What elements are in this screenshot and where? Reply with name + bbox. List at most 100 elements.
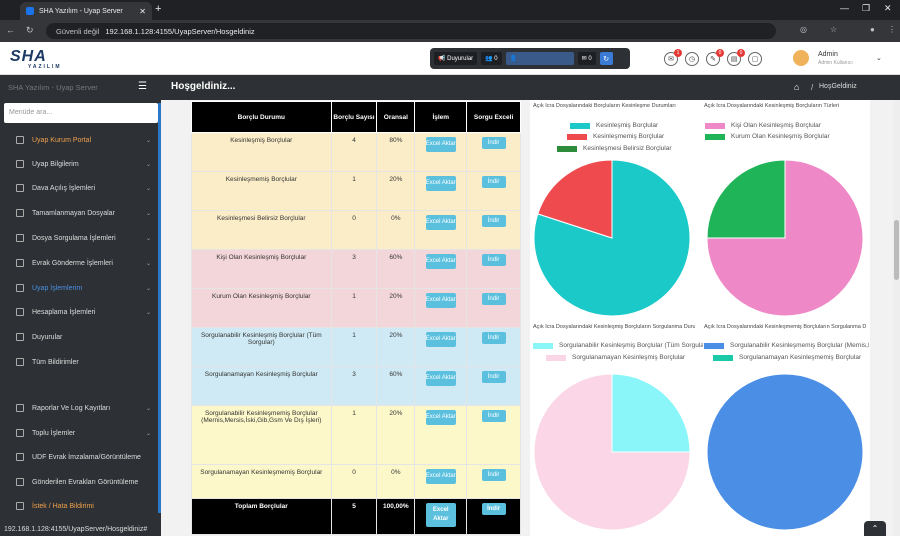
tab-title: SHA Yazılım - Uyap Server: [39, 7, 123, 15]
clock-icon[interactable]: ◷: [685, 52, 699, 66]
sidebar-item[interactable]: İstek / Hata Bildirimi: [16, 499, 151, 513]
download-button[interactable]: İndir: [481, 503, 506, 515]
pie-slice[interactable]: [611, 373, 691, 453]
sidebar-search-input[interactable]: Menüde ara...: [4, 103, 158, 123]
table-row: Sorgulanamayan Kesinleşmiş Borçlular 3 60%…: [191, 366, 521, 406]
users-count-button[interactable]: 👥 0: [481, 52, 502, 65]
download-button[interactable]: İndir: [481, 332, 506, 344]
legend-item[interactable]: Kesinleşmesi Belirsiz Borçlular: [557, 145, 672, 152]
url-text[interactable]: 192.168.1.128:4155/UyapServer/Hosgeldini…: [105, 26, 255, 36]
sidebar-item[interactable]: Hesaplama İşlemleri ⌄: [16, 305, 151, 319]
avatar[interactable]: [793, 50, 809, 66]
page-scrollbar-thumb[interactable]: [894, 220, 899, 280]
sidebar-item[interactable]: Duyurular: [16, 330, 151, 344]
announcements-button[interactable]: 📢 Duyurular: [434, 52, 478, 65]
excel-export-button[interactable]: Excel Aktar: [425, 137, 456, 152]
total-row: Toplam Borçlular 5 100,00% Excel Aktar İndir: [191, 498, 521, 535]
excel-export-button[interactable]: Excel Aktar: [425, 293, 456, 308]
home-icon[interactable]: ⌂: [794, 82, 800, 92]
document-icon[interactable]: ▢: [748, 52, 762, 66]
excel-export-button[interactable]: Excel Aktar: [425, 469, 456, 484]
close-tab-icon[interactable]: ✕: [139, 6, 146, 16]
hamburger-icon[interactable]: ☰: [138, 81, 147, 92]
sidebar-item[interactable]: UDF Evrak İmzalama/Görüntüleme: [16, 450, 151, 464]
sidebar-item[interactable]: Dava Açılış İşlemleri ⌄: [16, 181, 151, 195]
minimize-icon[interactable]: —: [840, 3, 849, 13]
browser-tab[interactable]: SHA Yazılım - Uyap Server ✕: [20, 2, 152, 20]
menu-dots-icon[interactable]: ⋮: [888, 25, 896, 34]
sidebar-item-label: Tamamlanmayan Dosyalar: [32, 209, 115, 217]
sidebar-item[interactable]: Uyap Bilgilerim ⌄: [16, 157, 151, 171]
pie-slice[interactable]: [533, 373, 691, 531]
download-button[interactable]: İndir: [481, 371, 506, 383]
scroll-to-top-button[interactable]: ⌃: [864, 521, 886, 536]
user-name[interactable]: Admin: [818, 51, 838, 58]
address-bar[interactable]: Güvenli değil 192.168.1.128:4155/UyapSer…: [46, 23, 776, 39]
user-select-button[interactable]: 👤: [505, 52, 574, 65]
download-button[interactable]: İndir: [481, 176, 506, 188]
sidebar-item[interactable]: Tamamlanmayan Dosyalar ⌄: [16, 206, 151, 220]
page-scrollbar[interactable]: [893, 100, 900, 536]
download-button[interactable]: İndir: [481, 469, 506, 481]
not-secure-label[interactable]: Güvenli değil: [56, 26, 100, 36]
excel-export-button[interactable]: Excel Aktar: [425, 503, 456, 527]
download-button[interactable]: İndir: [481, 215, 506, 227]
inbox-count-button[interactable]: ✉ 0: [577, 52, 596, 65]
back-icon[interactable]: ←: [6, 25, 15, 35]
sidebar-scrollbar[interactable]: [158, 103, 161, 513]
sidebar-item[interactable]: Uyap Kurum Portal ⌄: [16, 133, 151, 147]
mail-icon[interactable]: ✉: [664, 52, 678, 66]
calendar-icon[interactable]: ▤: [727, 52, 741, 66]
legend-item[interactable]: Sorgulanamayan Kesinleşmiş Borçlular: [546, 354, 685, 361]
extension-icon[interactable]: ◎: [800, 25, 807, 34]
pie-slice[interactable]: [706, 373, 864, 531]
chart-title: Açık İcra Dosyalarındaki Kesinleşmiş Bor…: [704, 103, 839, 109]
excel-export-button[interactable]: Excel Aktar: [425, 332, 456, 347]
excel-export-button[interactable]: Excel Aktar: [425, 410, 456, 425]
inbox-count: 0: [588, 55, 592, 62]
chevron-down-icon[interactable]: ⌄: [876, 55, 882, 62]
status-cell: Sorgulanamayan Kesinleşmemiş Borçlular: [191, 464, 332, 499]
download-button[interactable]: İndir: [481, 293, 506, 305]
menu-item-icon: [16, 404, 24, 412]
menu-item-icon: [16, 358, 24, 366]
legend-item[interactable]: Kişi Olan Kesinleşmiş Borçlular: [705, 122, 821, 129]
profile-icon[interactable]: ●: [870, 25, 875, 34]
excel-export-button[interactable]: Excel Aktar: [425, 371, 456, 386]
pie-slice[interactable]: [706, 159, 786, 239]
sidebar-item[interactable]: Gönderilen Evrakları Görüntüleme: [16, 475, 151, 489]
legend-item[interactable]: Sorgulanabilir Kesinleşmemiş Borçlular (…: [704, 342, 869, 349]
legend-item[interactable]: Sorgulanabilir Kesinleşmiş Borçlular (Tü…: [533, 342, 703, 349]
sidebar-item[interactable]: Dosya Sorgulama İşlemleri ⌄: [16, 231, 151, 245]
reload-icon[interactable]: ↻: [26, 25, 34, 35]
sha-logo[interactable]: SHA YAZILIM: [10, 48, 62, 70]
note-icon[interactable]: ✎: [706, 52, 720, 66]
download-button[interactable]: İndir: [481, 410, 506, 422]
excel-export-button[interactable]: Excel Aktar: [425, 215, 456, 230]
menu-item-icon: [16, 259, 24, 267]
sidebar-item-label: Uyap İşlemlerim: [32, 284, 83, 292]
sidebar-item[interactable]: Toplu İşlemler ⌄: [16, 426, 151, 440]
excel-export-button[interactable]: Excel Aktar: [425, 176, 456, 191]
legend-item[interactable]: Kesinleşmiş Borçlular: [570, 122, 658, 129]
refresh-button[interactable]: ↻: [599, 52, 613, 65]
pie-slice[interactable]: [537, 159, 613, 239]
legend-item[interactable]: Sorgulanamayan Kesinleşmemiş Borçlular: [713, 354, 861, 361]
download-button[interactable]: İndir: [481, 137, 506, 149]
maximize-icon[interactable]: ❐: [862, 3, 871, 13]
sidebar-item[interactable]: Evrak Gönderme İşlemleri ⌄: [16, 256, 151, 270]
sidebar-item[interactable]: Tüm Bildirimler: [16, 355, 151, 369]
close-window-icon[interactable]: ✕: [884, 3, 892, 13]
legend-item[interactable]: Kesinleşmemiş Borçlular: [567, 133, 664, 140]
legend-swatch: [704, 342, 724, 349]
breadcrumb[interactable]: HoşGeldiniz: [819, 83, 857, 90]
bookmark-star-icon[interactable]: ☆: [830, 25, 838, 34]
sidebar-item[interactable]: Uyap İşlemlerim ⌄: [16, 281, 151, 295]
new-tab-button[interactable]: +: [155, 3, 162, 15]
action-cell: Excel Aktar: [414, 405, 468, 465]
pie-slice[interactable]: [706, 159, 864, 317]
sidebar-item[interactable]: Raporlar Ve Log Kayıtları ⌄: [16, 401, 151, 415]
excel-export-button[interactable]: Excel Aktar: [425, 254, 456, 269]
legend-item[interactable]: Kurum Olan Kesinleşmiş Borçlular: [705, 133, 830, 140]
download-button[interactable]: İndir: [481, 254, 506, 266]
